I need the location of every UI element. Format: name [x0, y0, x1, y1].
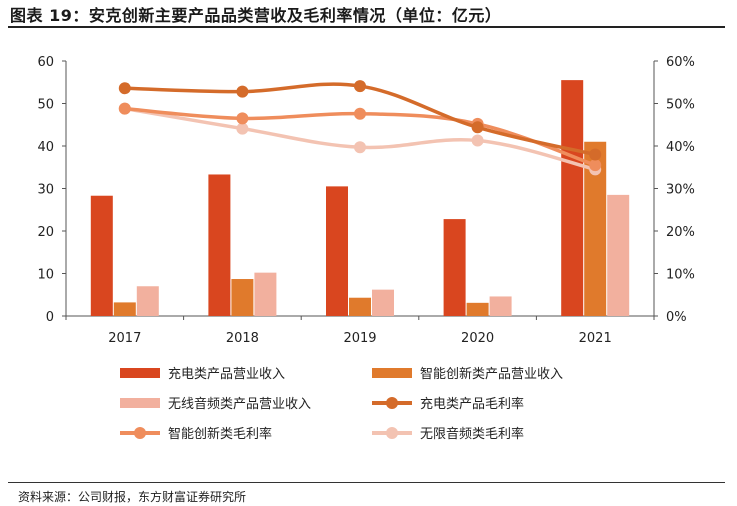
legend-label: 充电类产品营业收入	[168, 366, 285, 382]
bar	[466, 302, 489, 316]
y-right-tick-label: 0%	[666, 310, 687, 325]
series-point	[118, 82, 131, 95]
legend-label: 充电类产品毛利率	[420, 396, 524, 412]
y-right-tick-label: 50%	[666, 98, 695, 113]
series-point	[236, 112, 249, 125]
y-left-tick-label: 0	[46, 310, 54, 325]
bar	[231, 279, 254, 316]
legend-marker	[386, 427, 398, 439]
series-point	[236, 122, 249, 135]
legend-label: 智能创新类产品营业收入	[420, 366, 563, 382]
y-left-tick-label: 30	[37, 183, 54, 198]
bar	[208, 174, 231, 316]
bar	[349, 297, 371, 316]
x-tick-label: 2018	[226, 331, 259, 346]
x-tick-label: 2017	[108, 331, 141, 346]
line-group	[118, 80, 602, 176]
series-point	[236, 85, 249, 98]
series-point	[118, 102, 131, 115]
y-right-tick-label: 60%	[666, 55, 695, 70]
bar	[489, 296, 512, 316]
series-point	[471, 134, 484, 147]
legend-label: 无线音频类产品营业收入	[168, 396, 311, 412]
bar	[372, 289, 394, 316]
bar-group	[90, 80, 630, 316]
series-point	[471, 121, 484, 134]
legend-marker	[134, 427, 146, 439]
series-point	[354, 107, 366, 120]
bar	[443, 219, 466, 316]
title-rule	[8, 26, 725, 28]
bar	[326, 186, 348, 316]
legend-label: 智能创新类毛利率	[168, 426, 272, 442]
y-right-tick-label: 30%	[666, 183, 695, 198]
y-left-tick-label: 20	[37, 225, 54, 240]
y-right-tick-label: 20%	[666, 225, 695, 240]
x-tick-label: 2019	[343, 331, 376, 346]
chart-canvas: 0 10 20 30 40 50 60 0% 10% 20% 30% 40% 50% 60% 2017 201…	[37, 55, 695, 442]
y-left-tick-label: 50	[37, 98, 54, 113]
y-left-tick-label: 10	[37, 268, 54, 283]
bar	[254, 272, 277, 316]
x-tick-label: 2021	[579, 331, 612, 346]
legend-swatch	[120, 398, 160, 408]
series-point	[354, 141, 366, 154]
series-point	[589, 159, 602, 172]
figure-title: 图表 19：安克创新主要产品品类营收及毛利率情况（单位：亿元）	[10, 6, 502, 25]
legend-label: 无限音频类毛利率	[420, 426, 524, 442]
bar	[607, 194, 630, 316]
bar	[90, 195, 113, 316]
x-tick-label: 2020	[461, 331, 494, 346]
y-left-tick-label: 60	[37, 55, 54, 70]
footer-rule	[8, 482, 725, 483]
y-right-tick-label: 10%	[666, 268, 695, 283]
series-point	[589, 148, 602, 161]
bar	[561, 80, 584, 316]
bar	[584, 141, 607, 316]
legend-marker	[386, 397, 398, 409]
bar	[136, 286, 159, 316]
legend-swatch	[372, 368, 412, 378]
source-note: 资料来源：公司财报，东方财富证券研究所	[18, 490, 247, 504]
series-point	[354, 80, 366, 93]
legend-swatch	[120, 368, 160, 378]
bar	[113, 302, 136, 316]
y-right-tick-label: 40%	[666, 140, 695, 155]
y-left-tick-label: 40	[37, 140, 54, 155]
